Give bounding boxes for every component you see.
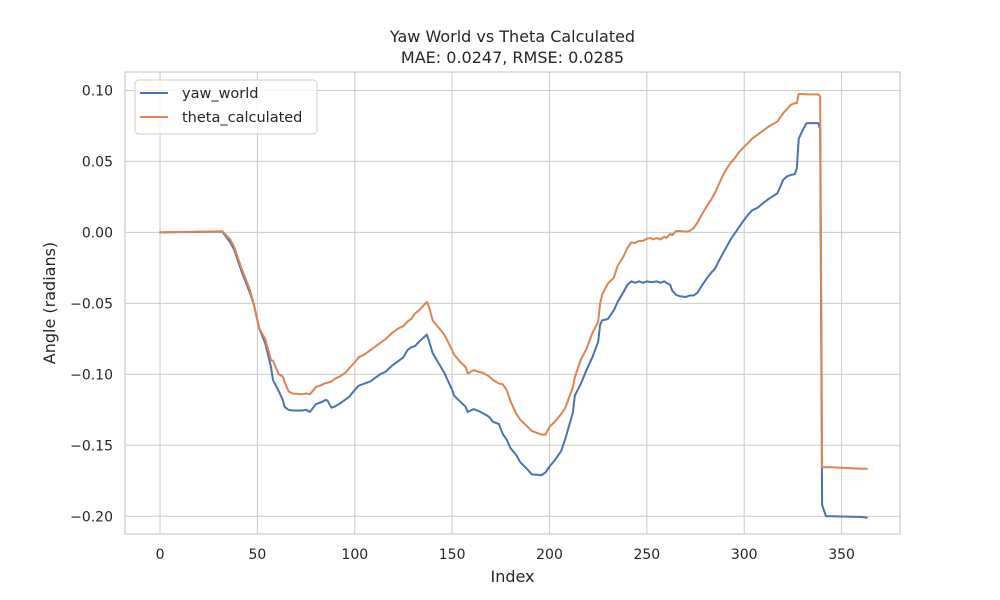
y-tick-label: −0.20: [70, 509, 113, 525]
chart-subtitle: MAE: 0.0247, RMSE: 0.0285: [400, 48, 625, 67]
grid: [125, 72, 900, 534]
x-tick-label: 100: [341, 547, 368, 563]
series-line-theta-calculated: [159, 93, 868, 470]
x-tick-label: 350: [828, 547, 855, 563]
y-tick-label: −0.15: [70, 438, 113, 454]
chart-title: Yaw World vs Theta Calculated: [389, 27, 636, 46]
y-tick-label: 0.00: [82, 225, 113, 241]
series-lines: [159, 93, 868, 519]
y-tick-label: 0.10: [82, 83, 113, 99]
y-tick-label: −0.10: [70, 367, 113, 383]
legend: yaw_world theta_calculated: [134, 79, 318, 135]
x-tick-label: 0: [156, 547, 165, 563]
y-tick-label: 0.05: [82, 154, 113, 170]
legend-label-yaw-world: yaw_world: [182, 86, 259, 102]
x-tick-label: 150: [439, 547, 466, 563]
x-tick-label: 200: [536, 547, 563, 563]
x-axis-label: Index: [490, 567, 534, 586]
x-tick-label: 50: [248, 547, 266, 563]
x-tick-label: 250: [633, 547, 660, 563]
tick-labels: 0 50 100 150 200 250 300 350 0.10 0.05 0.00 −0.05 −0…: [70, 83, 855, 563]
plot-frame: [124, 71, 901, 535]
x-tick-label: 300: [731, 547, 758, 563]
series-line-yaw-world: [159, 122, 868, 519]
legend-label-theta-calculated: theta_calculated: [182, 110, 302, 126]
y-axis-label: Angle (radians): [40, 242, 59, 364]
y-tick-label: −0.05: [70, 296, 113, 312]
legend-box: [134, 79, 318, 135]
